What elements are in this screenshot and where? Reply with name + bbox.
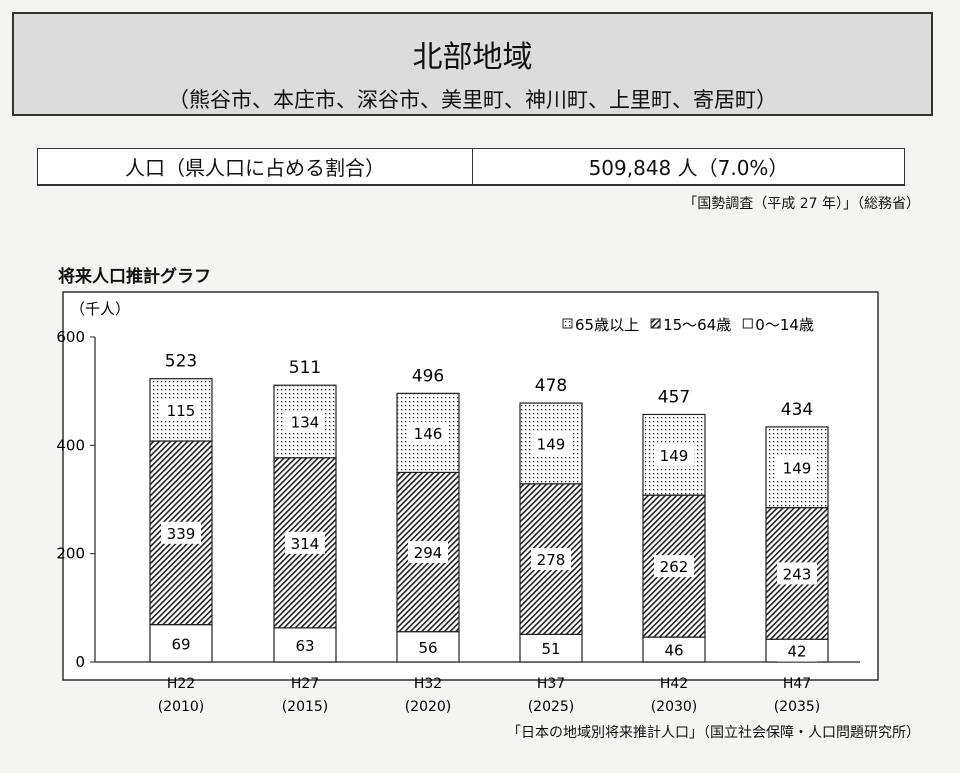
data-label: 314 <box>291 535 320 553</box>
data-label: 149 <box>660 447 689 465</box>
data-label-bg <box>161 521 201 544</box>
y-tick-label: 200 <box>56 545 85 563</box>
total-label: 434 <box>781 400 813 420</box>
legend-label: 65歳以上 <box>575 316 639 334</box>
total-label: 496 <box>412 366 444 386</box>
population-label: 人口（県人口に占める割合） <box>38 149 473 184</box>
data-label-bg <box>777 456 817 479</box>
data-label: 42 <box>787 643 806 661</box>
y-tick-label: 400 <box>56 436 85 454</box>
data-label: 262 <box>660 558 689 576</box>
y-tick-label: 0 <box>75 653 85 671</box>
region-header: 北部地域 （熊谷市、本庄市、深谷市、美里町、神川町、上里町、寄居町） <box>12 12 933 116</box>
data-label-bg <box>654 443 694 466</box>
legend-label: 15～64歳 <box>663 316 731 334</box>
chart-title: 将来人口推計グラフ <box>58 267 211 287</box>
x-tick-year: (2020) <box>405 699 452 715</box>
data-label: 278 <box>537 551 566 569</box>
total-label: 478 <box>535 376 567 396</box>
x-tick-label: H27 <box>291 676 319 692</box>
x-tick-label: H47 <box>783 676 811 692</box>
x-tick-label: H42 <box>660 676 688 692</box>
population-value: 509,848 人（7.0%） <box>588 156 789 180</box>
x-tick-label: H32 <box>414 676 442 692</box>
data-label: 115 <box>167 402 196 420</box>
data-label: 69 <box>171 635 190 653</box>
data-label-bg <box>777 639 817 662</box>
data-label-bg <box>285 410 325 433</box>
data-label: 149 <box>537 435 566 453</box>
data-label-bg <box>531 637 571 660</box>
total-label: 457 <box>658 387 690 407</box>
data-label-bg <box>285 633 325 656</box>
total-label: 523 <box>165 352 197 372</box>
data-label: 243 <box>783 565 812 583</box>
data-label: 63 <box>295 637 314 655</box>
y-tick-label: 600 <box>56 328 85 346</box>
data-label: 294 <box>414 544 443 562</box>
data-label: 146 <box>414 425 443 443</box>
data-label-bg <box>408 541 448 564</box>
data-label: 51 <box>541 640 560 658</box>
x-tick-label: H37 <box>537 676 565 692</box>
population-source: 「国勢調査（平成 27 年）」（総務省） <box>683 196 920 212</box>
region-title: 北部地域 <box>412 40 533 75</box>
legend-label: 0～14歳 <box>755 316 814 334</box>
y-axis-label: （千人） <box>70 300 130 318</box>
legend-swatch <box>562 318 573 329</box>
data-label: 56 <box>418 639 437 657</box>
data-label-bg <box>285 531 325 554</box>
x-tick-year: (2035) <box>774 699 821 715</box>
x-tick-year: (2015) <box>282 699 329 715</box>
data-label-bg <box>654 638 694 661</box>
data-label-bg <box>161 632 201 655</box>
x-tick-year: (2030) <box>651 699 698 715</box>
x-tick-year: (2025) <box>528 699 575 715</box>
data-label-bg <box>654 555 694 578</box>
data-label: 46 <box>664 642 683 660</box>
data-label-bg <box>408 421 448 444</box>
data-label: 134 <box>291 414 320 432</box>
legend-swatch <box>650 318 661 329</box>
data-label-bg <box>777 562 817 585</box>
data-label-bg <box>531 432 571 455</box>
legend-swatch <box>742 318 753 329</box>
population-table: 人口（県人口に占める割合） 509,848 人（7.0%） <box>37 148 905 186</box>
x-tick-year: (2010) <box>158 699 205 715</box>
chart-source: 「日本の地域別将来推計人口」（国立社会保障・人口問題研究所） <box>507 725 920 741</box>
data-label-bg <box>161 398 201 421</box>
data-label-bg <box>531 548 571 571</box>
data-label-bg <box>408 635 448 658</box>
x-tick-label: H22 <box>167 676 195 692</box>
data-label: 149 <box>783 459 812 477</box>
region-municipalities: （熊谷市、本庄市、深谷市、美里町、神川町、上里町、寄居町） <box>168 88 777 112</box>
total-label: 511 <box>289 358 321 378</box>
data-label: 339 <box>167 525 196 543</box>
